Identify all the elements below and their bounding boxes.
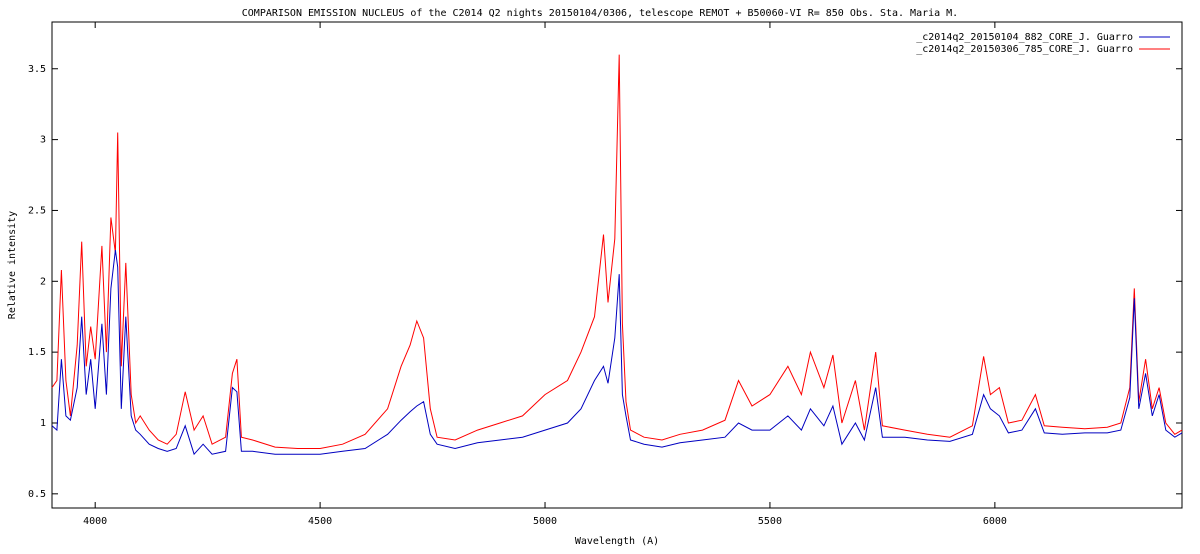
chart-title: COMPARISON EMISSION NUCLEUS of the C2014… bbox=[242, 8, 958, 19]
x-tick-label: 5500 bbox=[758, 516, 782, 527]
x-tick-label: 6000 bbox=[983, 516, 1007, 527]
y-tick-label: 1 bbox=[40, 418, 46, 429]
x-tick-label: 4000 bbox=[83, 516, 107, 527]
y-axis-label: Relative intensity bbox=[7, 211, 18, 319]
y-tick-label: 1.5 bbox=[28, 347, 46, 358]
x-tick-label: 5000 bbox=[533, 516, 557, 527]
y-tick-label: 3.5 bbox=[28, 64, 46, 75]
y-tick-label: 0.5 bbox=[28, 489, 46, 500]
plot-frame bbox=[51, 21, 1183, 509]
legend-label: _c2014q2_20150104_882_CORE_J. Guarro bbox=[916, 32, 1133, 43]
series-line bbox=[51, 250, 1183, 456]
series-line bbox=[51, 54, 1183, 449]
y-tick-label: 3 bbox=[40, 135, 46, 146]
x-axis-label: Wavelength (A) bbox=[575, 536, 659, 547]
y-tick-label: 2 bbox=[40, 276, 46, 287]
legend-label: _c2014q2_20150306_785_CORE_J. Guarro bbox=[916, 44, 1133, 55]
y-tick-label: 2.5 bbox=[28, 205, 46, 216]
x-tick-label: 4500 bbox=[308, 516, 332, 527]
